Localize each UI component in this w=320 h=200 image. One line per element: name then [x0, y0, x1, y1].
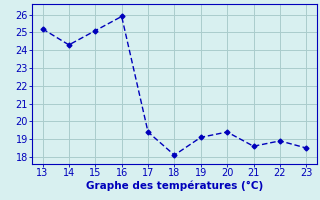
X-axis label: Graphe des températures (°C): Graphe des températures (°C) [86, 181, 263, 191]
